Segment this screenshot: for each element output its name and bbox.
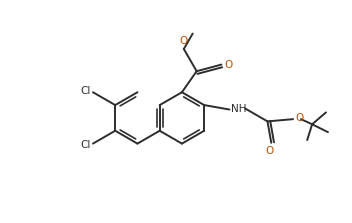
Text: O: O [225, 60, 233, 70]
Text: Cl: Cl [81, 86, 91, 96]
Text: O: O [180, 36, 188, 46]
Text: O: O [295, 113, 303, 123]
Text: Cl: Cl [81, 140, 91, 150]
Text: O: O [265, 146, 274, 156]
Text: NH: NH [231, 103, 247, 114]
